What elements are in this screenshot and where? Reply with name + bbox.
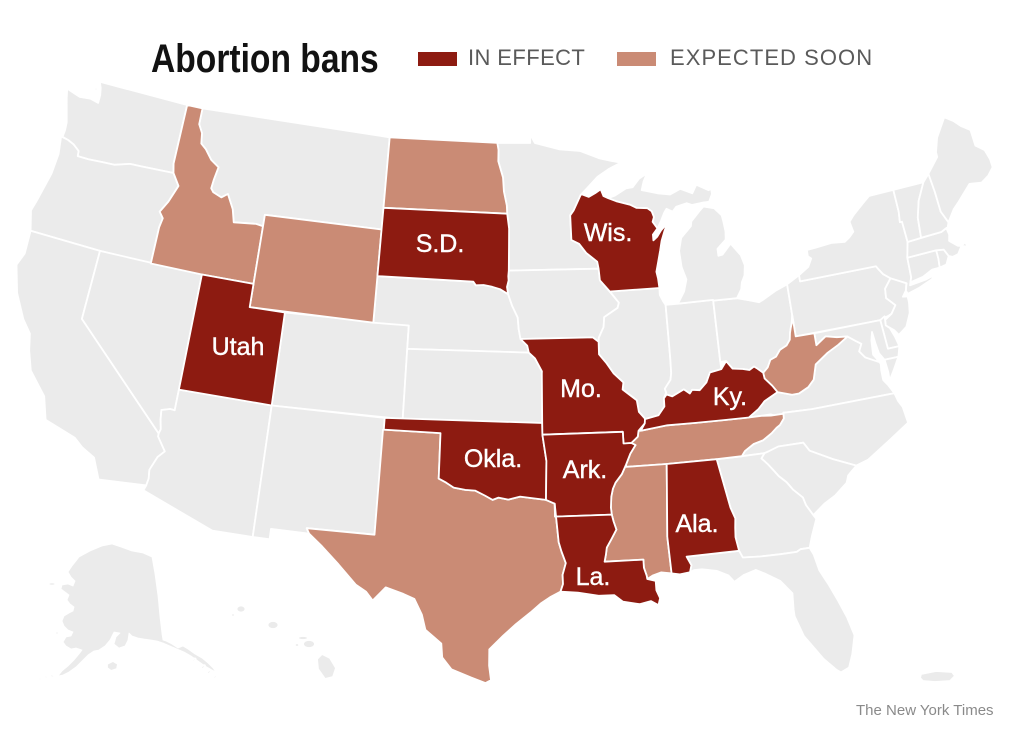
svg-text:Ala.: Ala.: [675, 510, 718, 538]
svg-text:Ky.: Ky.: [713, 383, 747, 411]
svg-text:Utah: Utah: [212, 333, 265, 361]
svg-text:Ark.: Ark.: [563, 456, 607, 484]
svg-text:La.: La.: [576, 563, 611, 591]
svg-text:S.D.: S.D.: [416, 230, 465, 258]
svg-text:Okla.: Okla.: [464, 445, 522, 473]
svg-text:Mo.: Mo.: [560, 375, 602, 403]
svg-text:Wis.: Wis.: [584, 219, 633, 247]
